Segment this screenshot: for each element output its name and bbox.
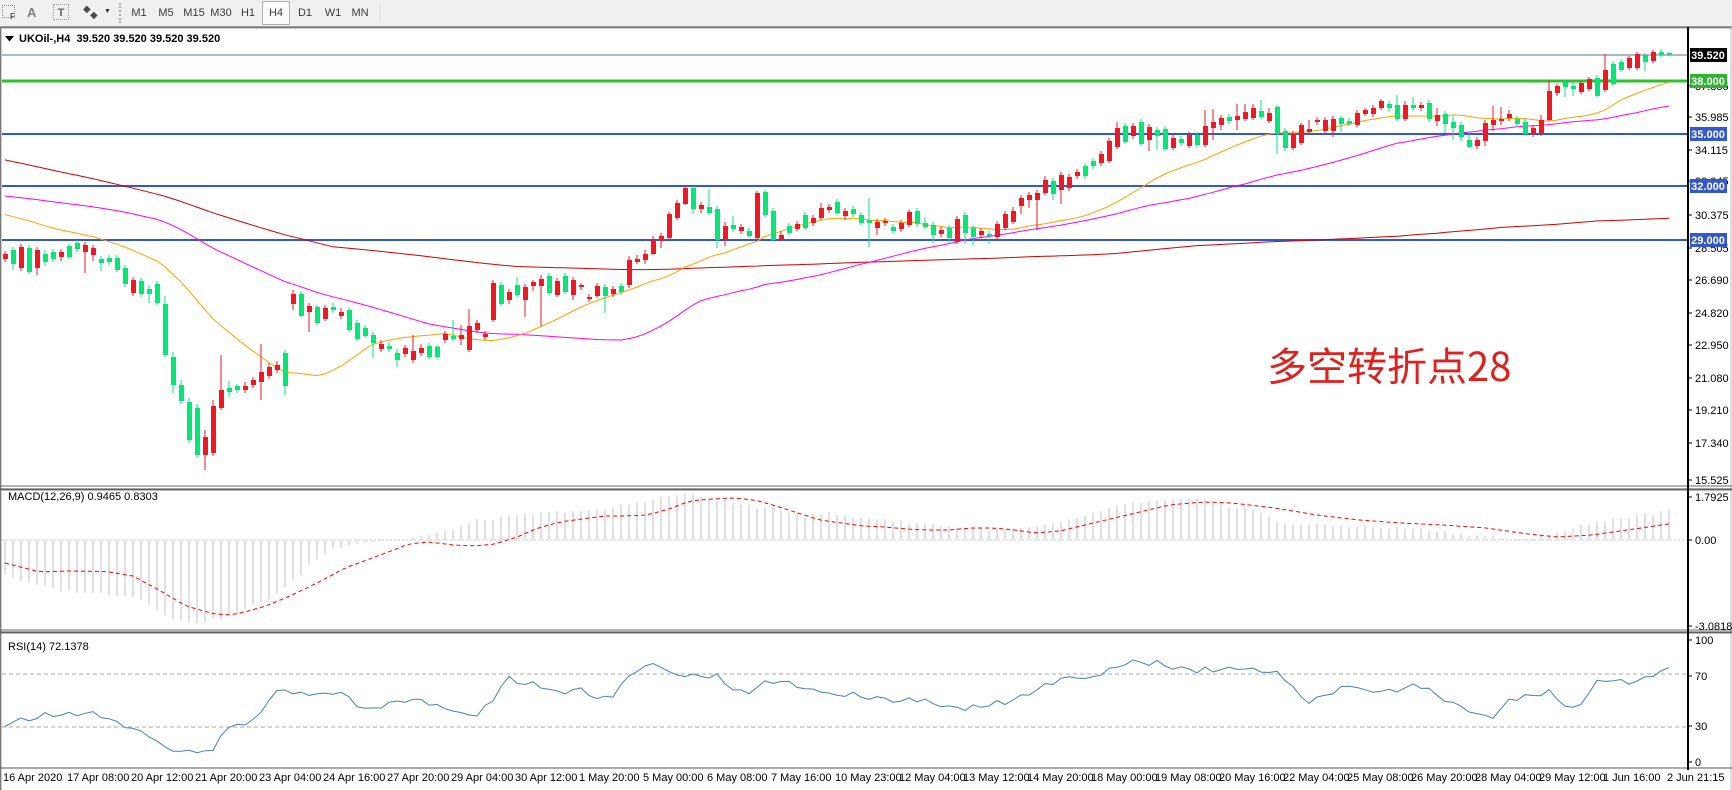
svg-text:1.7925: 1.7925: [1695, 492, 1729, 504]
svg-text:30 Apr 12:00: 30 Apr 12:00: [515, 772, 577, 784]
svg-text:21 Apr 20:00: 21 Apr 20:00: [195, 772, 257, 784]
svg-text:5 May 00:00: 5 May 00:00: [643, 772, 704, 784]
svg-text:26.690: 26.690: [1695, 275, 1729, 287]
svg-text:100: 100: [1695, 635, 1713, 647]
svg-text:28 May 04:00: 28 May 04:00: [1475, 772, 1542, 784]
svg-text:34.115: 34.115: [1695, 145, 1728, 157]
svg-text:23 Apr 04:00: 23 Apr 04:00: [259, 772, 321, 784]
svg-text:27 Apr 20:00: 27 Apr 20:00: [387, 772, 449, 784]
svg-text:24.820: 24.820: [1695, 308, 1729, 320]
svg-text:14 May 20:00: 14 May 20:00: [1027, 772, 1094, 784]
svg-text:RSI(14) 72.1378: RSI(14) 72.1378: [8, 641, 89, 653]
svg-text:38.000: 38.000: [1691, 76, 1725, 88]
svg-text:MACD(12,26,9) 0.9465 0.8303: MACD(12,26,9) 0.9465 0.8303: [8, 491, 158, 503]
svg-text:24 Apr 16:00: 24 Apr 16:00: [323, 772, 385, 784]
svg-text:20 Apr 12:00: 20 Apr 12:00: [131, 772, 193, 784]
svg-text:UKOil-,H4 39.520 39.520 39.52: UKOil-,H4 39.520 39.520 39.520 39.520: [19, 33, 220, 45]
svg-text:35.000: 35.000: [1691, 129, 1725, 141]
svg-text:30: 30: [1695, 721, 1707, 733]
svg-text:21.080: 21.080: [1695, 373, 1729, 385]
svg-text:29.000: 29.000: [1691, 235, 1725, 247]
svg-text:22 May 04:00: 22 May 04:00: [1283, 772, 1350, 784]
svg-text:29 May 12:00: 29 May 12:00: [1539, 772, 1606, 784]
svg-text:19 May 08:00: 19 May 08:00: [1155, 772, 1222, 784]
svg-text:16 Apr 2020: 16 Apr 2020: [3, 772, 62, 784]
svg-text:32.000: 32.000: [1691, 181, 1725, 193]
svg-text:22.950: 22.950: [1695, 340, 1729, 352]
svg-text:70: 70: [1695, 671, 1707, 683]
svg-text:0: 0: [1695, 757, 1701, 769]
svg-text:18 May 00:00: 18 May 00:00: [1091, 772, 1158, 784]
svg-text:19.210: 19.210: [1695, 405, 1729, 417]
svg-text:7 May 16:00: 7 May 16:00: [771, 772, 832, 784]
svg-text:30.375: 30.375: [1695, 210, 1729, 222]
svg-text:26 May 20:00: 26 May 20:00: [1411, 772, 1478, 784]
svg-text:39.520: 39.520: [1691, 50, 1725, 62]
svg-text:13 May 12:00: 13 May 12:00: [963, 772, 1030, 784]
svg-text:1 Jun 16:00: 1 Jun 16:00: [1603, 772, 1661, 784]
svg-text:0.00: 0.00: [1695, 535, 1716, 547]
svg-text:10 May 23:00: 10 May 23:00: [835, 772, 902, 784]
svg-text:6 May 08:00: 6 May 08:00: [707, 772, 768, 784]
svg-text:35.985: 35.985: [1695, 112, 1729, 124]
svg-text:29 Apr 04:00: 29 Apr 04:00: [451, 772, 513, 784]
svg-text:20 May 16:00: 20 May 16:00: [1219, 772, 1286, 784]
svg-text:17 Apr 08:00: 17 Apr 08:00: [67, 772, 129, 784]
svg-text:17.340: 17.340: [1695, 438, 1729, 450]
svg-text:12 May 04:00: 12 May 04:00: [899, 772, 966, 784]
svg-text:1 May 20:00: 1 May 20:00: [579, 772, 640, 784]
svg-text:25 May 08:00: 25 May 08:00: [1347, 772, 1414, 784]
svg-text:2 Jun 21:15: 2 Jun 21:15: [1667, 772, 1725, 784]
svg-text:-3.0818: -3.0818: [1695, 621, 1732, 633]
svg-text:15.525: 15.525: [1695, 475, 1729, 487]
